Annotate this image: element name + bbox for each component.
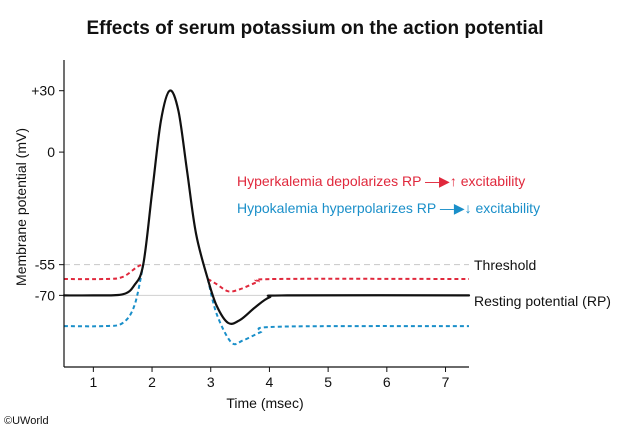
- series-hypokalemia-recovery-line: [206, 278, 470, 346]
- hypokalemia-annotation: Hypokalemia hyperpolarizes RP —▶↓ excita…: [237, 200, 540, 216]
- series-hyperkalemia-recovery-line: [207, 277, 470, 293]
- tick-labels: 1 2 3 4 5 6 7 +30 0 -55 -70: [31, 83, 449, 390]
- axes: [63, 60, 469, 368]
- x-tick-label: 1: [89, 374, 97, 390]
- threshold-label: Threshold: [474, 257, 536, 273]
- series-hyperkalemia-line: [63, 263, 144, 281]
- resting-potential-label: Resting potential (RP): [474, 293, 611, 309]
- x-tick-label: 2: [148, 374, 156, 390]
- x-tick-label: 7: [442, 374, 450, 390]
- y-tick-label: -55: [35, 257, 55, 273]
- copyright-text: ©UWorld: [4, 415, 49, 427]
- y-axis-label: Membrane potential (mV): [13, 128, 29, 286]
- hyperkalemia-annotation: Hyperkalemia depolarizes RP —▶↑ excitabi…: [237, 173, 525, 189]
- x-tick-label: 4: [266, 374, 274, 390]
- series-hypokalemia-line: [63, 264, 145, 328]
- y-tick-label: +30: [31, 83, 55, 99]
- y-tick-label: -70: [35, 287, 55, 303]
- x-tick-label: 5: [324, 374, 332, 390]
- x-tick-label: 3: [207, 374, 215, 390]
- x-axis-label: Time (msec): [226, 395, 303, 411]
- series-layer: [62, 89, 471, 346]
- chart-title: Effects of serum potassium on the action…: [86, 18, 543, 39]
- series-normal-line: [62, 89, 471, 325]
- y-tick-label: 0: [47, 144, 55, 160]
- x-tick-label: 6: [383, 374, 391, 390]
